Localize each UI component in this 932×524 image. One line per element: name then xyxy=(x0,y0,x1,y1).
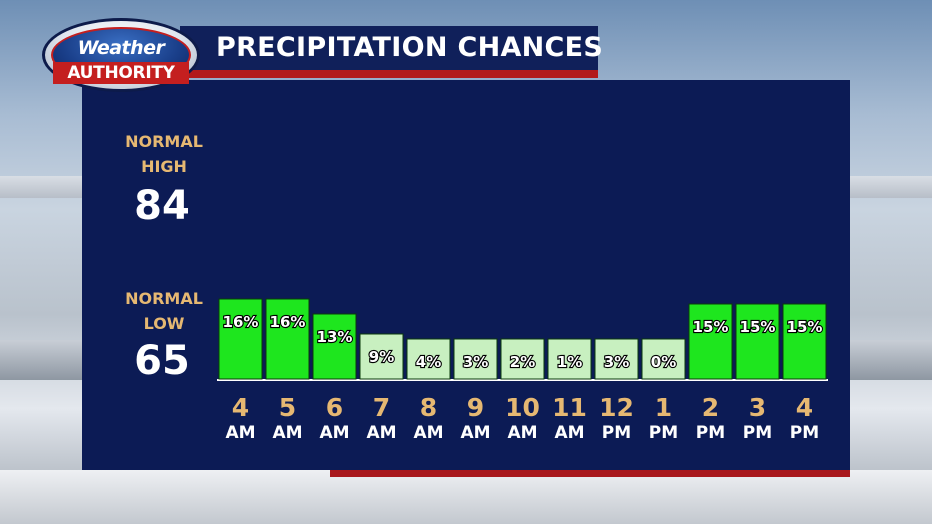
background-floor xyxy=(0,470,932,524)
x-tick-period-1: AM xyxy=(272,423,302,443)
normal-high-label-line1: NORMAL xyxy=(125,132,203,151)
bar-9 xyxy=(641,338,686,380)
x-tick-period-5: AM xyxy=(460,423,490,443)
normal-high-label-line2: HIGH xyxy=(141,157,187,176)
title-bar: PRECIPITATION CHANCES xyxy=(180,26,603,78)
weather-authority-logo: Weather AUTHORITY xyxy=(42,18,200,92)
bar-value-label-1: 16% xyxy=(270,313,306,331)
bar-value-label-12: 15% xyxy=(787,318,823,336)
x-tick-period-2: AM xyxy=(319,423,349,443)
title-accent-stripe xyxy=(180,70,598,78)
bar-0 xyxy=(218,298,263,380)
logo-text-top: Weather xyxy=(77,37,165,59)
bar-value-label-5: 3% xyxy=(463,353,488,371)
x-tick-hour-11: 3 xyxy=(749,393,766,422)
bar-7 xyxy=(547,338,592,380)
x-tick-hour-1: 5 xyxy=(279,393,296,422)
x-tick-period-8: PM xyxy=(602,423,631,443)
x-tick-hour-0: 4 xyxy=(232,393,249,422)
bar-5 xyxy=(453,338,498,380)
bar-6 xyxy=(500,338,545,380)
x-tick-period-4: AM xyxy=(413,423,443,443)
bar-3 xyxy=(359,333,404,380)
normal-low-value: 65 xyxy=(134,338,190,384)
x-tick-hour-3: 7 xyxy=(373,393,390,422)
bar-value-label-10: 15% xyxy=(693,318,729,336)
x-tick-hour-10: 2 xyxy=(702,393,719,422)
normal-high-value: 84 xyxy=(134,183,190,229)
panel-accent-stripe xyxy=(330,470,850,477)
normal-low-label-line1: NORMAL xyxy=(125,289,203,308)
x-tick-period-7: AM xyxy=(554,423,584,443)
normal-low-label-line2: LOW xyxy=(143,314,185,333)
bar-value-label-4: 4% xyxy=(416,353,441,371)
bar-value-label-3: 9% xyxy=(369,348,394,366)
bar-10 xyxy=(688,303,733,380)
bar-value-label-9: 0% xyxy=(651,353,676,371)
bar-value-label-7: 1% xyxy=(557,353,582,371)
x-tick-hour-2: 6 xyxy=(326,393,343,422)
x-tick-period-9: PM xyxy=(649,423,678,443)
x-tick-hour-7: 11 xyxy=(552,393,587,422)
bar-value-label-11: 15% xyxy=(740,318,776,336)
bar-value-label-6: 2% xyxy=(510,353,535,371)
chart-panel xyxy=(82,80,850,470)
page-title: PRECIPITATION CHANCES xyxy=(216,32,604,63)
x-tick-period-10: PM xyxy=(696,423,725,443)
bar-value-label-8: 3% xyxy=(604,353,629,371)
x-tick-hour-8: 12 xyxy=(599,393,634,422)
x-tick-hour-12: 4 xyxy=(796,393,813,422)
bar-value-label-2: 13% xyxy=(317,328,353,346)
x-tick-period-11: PM xyxy=(743,423,772,443)
bar-8 xyxy=(594,338,639,380)
x-tick-period-0: AM xyxy=(225,423,255,443)
bar-11 xyxy=(735,303,780,380)
bar-value-label-0: 16% xyxy=(223,313,259,331)
x-tick-hour-4: 8 xyxy=(420,393,437,422)
x-tick-period-6: AM xyxy=(507,423,537,443)
x-tick-period-12: PM xyxy=(790,423,819,443)
logo-badge: Weather AUTHORITY xyxy=(51,27,191,84)
bar-2 xyxy=(312,313,357,380)
logo-text-bottom: AUTHORITY xyxy=(53,62,189,84)
x-tick-hour-5: 9 xyxy=(467,393,484,422)
bar-4 xyxy=(406,338,451,380)
x-tick-hour-9: 1 xyxy=(655,393,672,422)
x-tick-period-3: AM xyxy=(366,423,396,443)
bar-1 xyxy=(265,298,310,380)
x-tick-hour-6: 10 xyxy=(505,393,540,422)
bar-12 xyxy=(782,303,827,380)
